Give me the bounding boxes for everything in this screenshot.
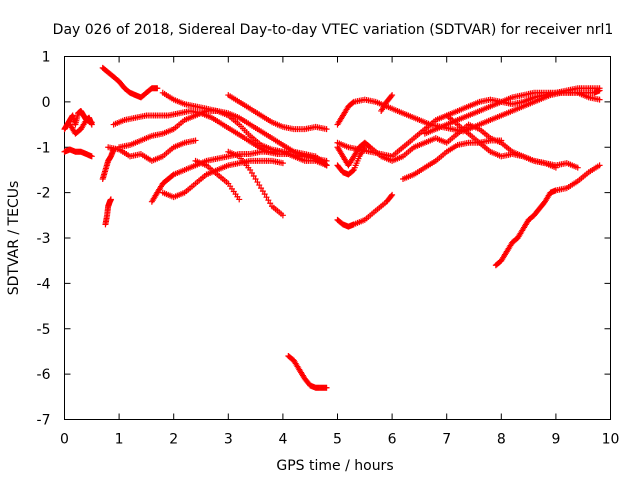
chart-title: Day 026 of 2018, Sidereal Day-to-day VTE… [53, 22, 614, 38]
series-track-05 [102, 196, 114, 228]
data-point [574, 164, 581, 171]
x-tick-label-0: 0 [60, 432, 69, 448]
x-tick-label-6: 6 [388, 432, 397, 448]
series-track-13 [159, 157, 286, 201]
x-tick-label-9: 9 [551, 432, 560, 448]
data-point [279, 160, 286, 167]
series-track-23 [400, 137, 505, 183]
data-point [349, 167, 356, 174]
data-point [248, 169, 255, 176]
series-track-01 [61, 146, 95, 160]
data-point [361, 144, 368, 151]
data-point [88, 119, 95, 126]
data-point [154, 85, 161, 92]
data-point [256, 182, 263, 189]
series-track-21 [334, 144, 368, 178]
data-point [323, 384, 330, 391]
y-tick-label-0: 0 [42, 95, 51, 111]
data-point [596, 162, 603, 169]
data-point [263, 194, 270, 201]
y-tick-label--3: -3 [37, 231, 51, 247]
series-track-24 [421, 89, 603, 137]
x-axis-label: GPS time / hours [276, 458, 393, 474]
data-point [349, 99, 356, 106]
data-point [252, 176, 259, 183]
x-tick-label-5: 5 [333, 432, 342, 448]
x-tick-label-4: 4 [278, 432, 287, 448]
y-axis-label: SDTVAR / TECUs [6, 181, 22, 296]
y-tick-label--7: -7 [37, 413, 51, 429]
x-tick-label-1: 1 [115, 432, 124, 448]
x-tick-label-10: 10 [602, 432, 620, 448]
series-track-16 [285, 352, 330, 391]
series-track-22 [378, 92, 396, 114]
data-point [267, 200, 274, 207]
series-track-15 [225, 148, 286, 219]
y-tick-label--6: -6 [37, 367, 51, 383]
data-point [279, 212, 286, 219]
data-point [596, 85, 603, 92]
data-point [247, 166, 254, 173]
data-point [498, 137, 505, 144]
data-point [389, 92, 396, 99]
x-tick-label-8: 8 [497, 432, 506, 448]
series-track-10 [225, 92, 330, 133]
y-tick-label--2: -2 [37, 186, 51, 202]
series-track-20 [334, 191, 396, 230]
data-point [323, 126, 330, 133]
data-point [258, 185, 265, 192]
x-tick-label-7: 7 [442, 432, 451, 448]
data-point [552, 164, 559, 171]
series-track-06 [99, 64, 161, 101]
plot-frame [64, 56, 611, 420]
data-point [265, 197, 272, 204]
series-track-02 [61, 107, 95, 133]
series-track-14 [192, 157, 243, 203]
series-track-04 [99, 146, 117, 183]
x-tick-label-2: 2 [169, 432, 178, 448]
data-point [236, 196, 243, 203]
data-point [88, 153, 95, 160]
series-track-11 [105, 137, 199, 164]
series-track-26 [492, 162, 603, 269]
data-point [323, 162, 330, 169]
data-point [107, 196, 114, 203]
data-point [250, 172, 257, 179]
y-tick-label-1: 1 [42, 50, 51, 66]
y-tick-label--5: -5 [37, 322, 51, 338]
x-tick-label-3: 3 [224, 432, 233, 448]
data-point [388, 193, 395, 200]
data-point [259, 188, 266, 195]
y-tick-label--4: -4 [37, 276, 51, 292]
data-point [261, 191, 268, 198]
y-tick-label--1: -1 [37, 140, 51, 156]
series-track-03 [66, 117, 95, 137]
data-point [192, 137, 199, 144]
series-track-25 [443, 112, 559, 171]
data-point [254, 179, 261, 186]
data-points-layer [61, 64, 603, 391]
data-point [389, 191, 396, 198]
data-point [388, 93, 395, 100]
data-point [596, 96, 603, 103]
